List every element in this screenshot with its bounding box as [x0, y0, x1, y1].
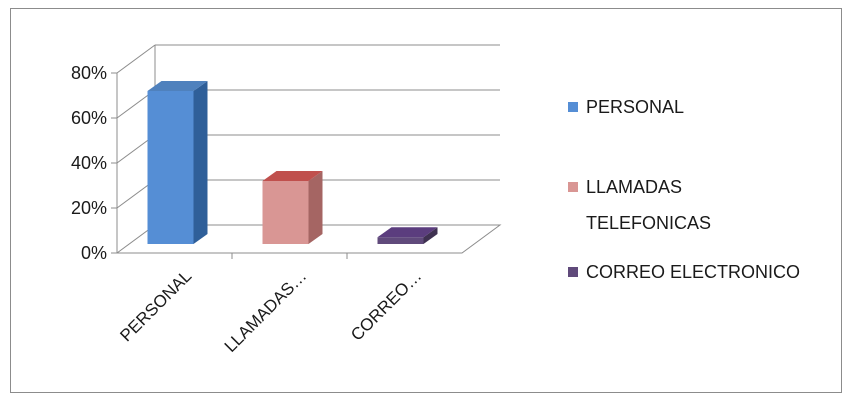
bar-2: [262, 171, 323, 244]
legend-item: PERSONAL: [568, 97, 684, 117]
y-tick-label: 40%: [71, 153, 107, 173]
y-tick-label: 20%: [71, 198, 107, 218]
y-tick-labels: 0% 20% 40% 60% 80%: [71, 63, 107, 263]
y-tick-label: 80%: [71, 63, 107, 83]
legend-item: CORREO ELECTRONICO: [568, 262, 800, 282]
legend-item: LLAMADAS TELEFONICAS: [568, 177, 711, 233]
bar-top: [377, 227, 438, 238]
bars: [147, 81, 438, 244]
bar-top: [147, 81, 208, 91]
x-tick-labels: PERSONAL LLAMADAS… CORREO…: [116, 266, 425, 356]
x-tick-label: CORREO…: [347, 266, 425, 344]
legend-label: CORREO ELECTRONICO: [586, 262, 800, 282]
legend-label: LLAMADAS: [586, 177, 682, 197]
x-tick-label: LLAMADAS…: [221, 266, 311, 356]
legend-swatch: [568, 102, 578, 112]
bar-side: [308, 171, 323, 244]
y-tick-label: 0%: [81, 243, 107, 263]
y-tick-label: 60%: [71, 108, 107, 128]
bar-front: [262, 181, 309, 244]
bar-side: [193, 81, 208, 244]
bar-front: [147, 91, 194, 244]
legend-swatch: [568, 267, 578, 277]
bar-side: [423, 227, 438, 244]
bar-front: [377, 237, 424, 244]
legend-label: TELEFONICAS: [586, 213, 711, 233]
legend: PERSONAL LLAMADAS TELEFONICAS CORREO ELECTR…: [568, 97, 800, 282]
legend-swatch: [568, 182, 578, 192]
bar-3: [377, 227, 438, 244]
gridline-side: [116, 44, 156, 74]
legend-label: PERSONAL: [586, 97, 684, 117]
bar-1: [147, 81, 208, 244]
x-tick-label: PERSONAL: [116, 266, 195, 345]
bar-top: [262, 171, 323, 181]
axes: [111, 72, 462, 259]
